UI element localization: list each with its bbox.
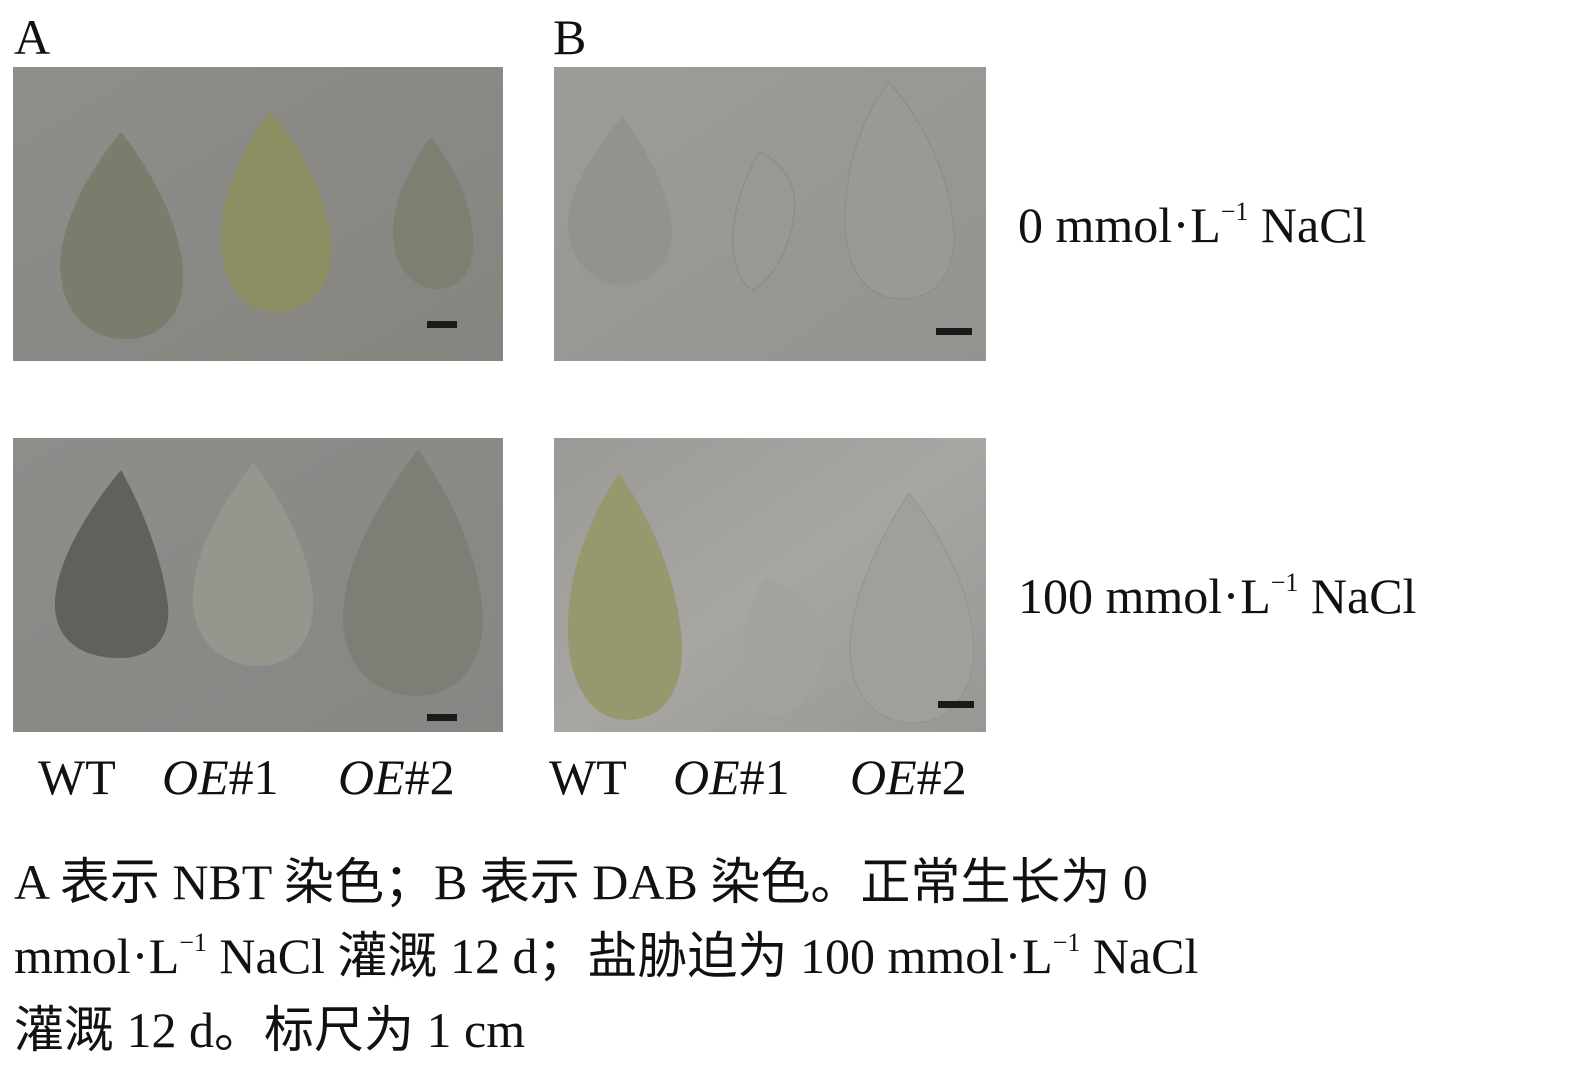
scale-bar	[427, 714, 457, 721]
leaf-oe2	[392, 137, 474, 289]
genotype-label-b-oe1: OE#1	[673, 749, 790, 805]
leaf-oe2	[849, 492, 975, 724]
leaf-wt	[54, 470, 169, 658]
photo-dab-salt	[554, 438, 986, 732]
panel-label-b: B	[553, 9, 587, 65]
figure-caption: A 表示 NBT 染色；B 表示 DAB 染色。正常生长为 0 mmol L−1 …	[14, 845, 1564, 1067]
condition-label-salt: 100 mmol L−1 NaCl	[1018, 568, 1417, 624]
photo-nbt-control	[13, 67, 503, 361]
middle-dot	[1010, 953, 1017, 959]
leaf-oe1	[192, 463, 314, 666]
photo-nbt-salt	[13, 438, 503, 732]
scale-bar	[936, 328, 972, 335]
photo-dab-control	[554, 67, 986, 361]
middle-dot	[136, 953, 143, 959]
leaf-wt	[60, 132, 184, 339]
genotype-label-b-wt: WT	[549, 749, 627, 805]
leaf-oe1	[732, 151, 796, 290]
scale-bar	[938, 701, 974, 708]
condition-label-control: 0 mmol L−1 NaCl	[1018, 197, 1367, 253]
middle-dot	[1178, 222, 1185, 228]
leaf-oe1	[742, 578, 826, 715]
genotype-label-a-wt: WT	[38, 749, 116, 805]
leaf-oe1	[220, 112, 331, 312]
scale-bar	[427, 321, 457, 328]
genotype-label-b-oe2: OE#2	[850, 749, 967, 805]
middle-dot	[1228, 593, 1235, 599]
caption-line-3: 灌溉 12 d。标尺为 1 cm	[14, 1002, 526, 1058]
genotype-label-a-oe2: OE#2	[338, 749, 455, 805]
leaf-wt	[567, 473, 683, 720]
leaf-oe2	[844, 81, 955, 300]
caption-line-2: mmol L−1 NaCl 灌溉 12 d；盐胁迫为 100 mmol L−1 Na…	[14, 928, 1199, 984]
leaf-oe2	[343, 450, 483, 696]
caption-line-1: A 表示 NBT 染色；B 表示 DAB 染色。正常生长为 0	[14, 854, 1148, 910]
genotype-label-a-oe1: OE#1	[162, 749, 279, 805]
leaf-wt	[567, 117, 673, 285]
panel-label-a: A	[14, 9, 51, 65]
